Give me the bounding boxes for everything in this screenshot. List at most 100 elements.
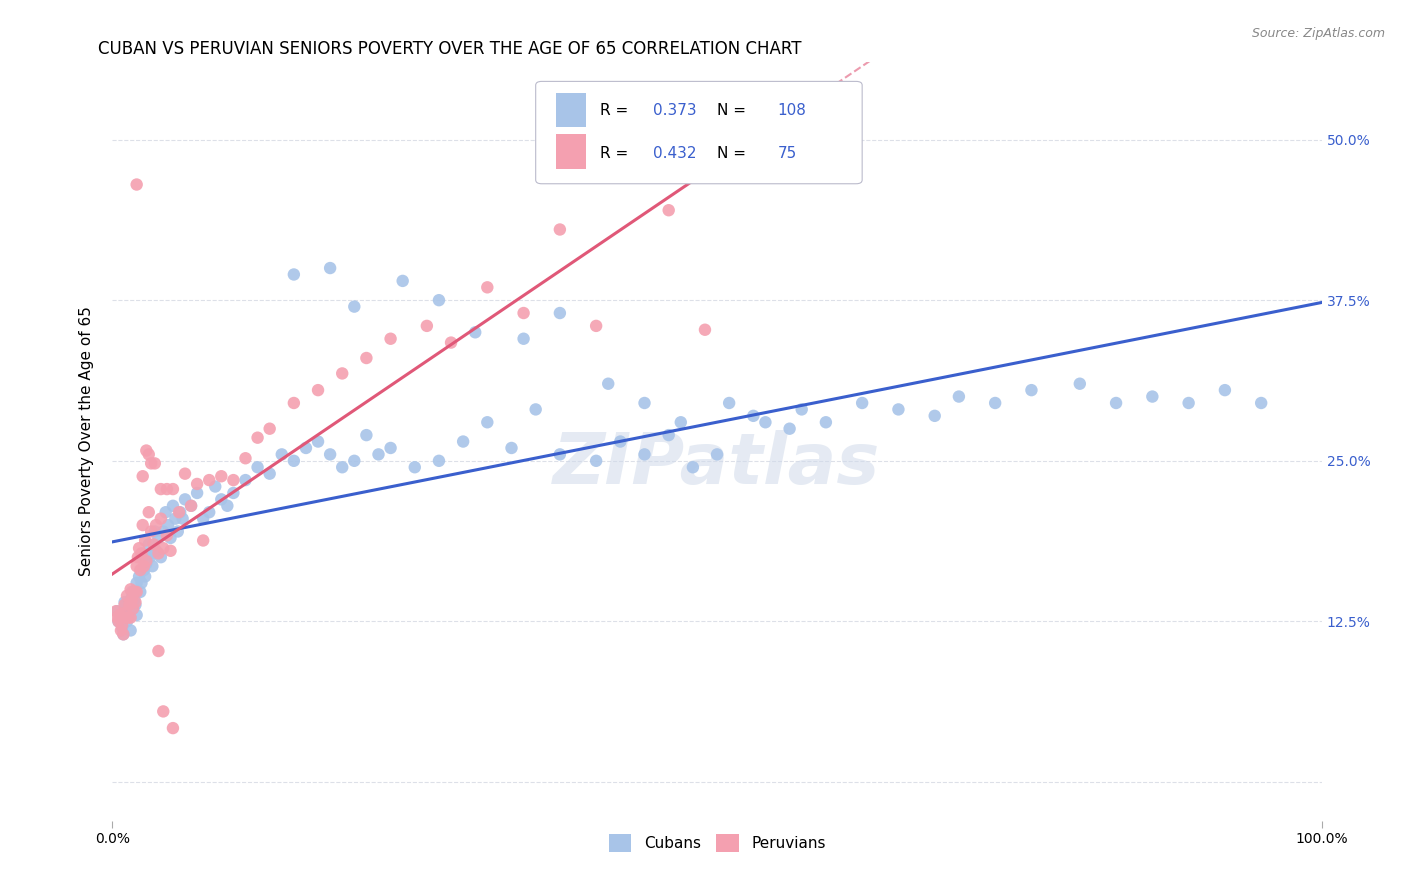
Point <box>139 550 162 565</box>
Point <box>706 447 728 461</box>
Point <box>477 415 499 429</box>
Point <box>121 585 143 599</box>
Point <box>107 615 129 629</box>
Point <box>105 604 128 618</box>
Point <box>217 499 239 513</box>
Point <box>548 447 571 461</box>
Point <box>141 546 163 560</box>
Point <box>658 203 681 218</box>
Point <box>148 531 170 545</box>
Point <box>330 460 353 475</box>
Point <box>330 367 353 381</box>
Point <box>125 178 148 192</box>
Point <box>120 624 142 638</box>
Point <box>128 541 150 556</box>
Point <box>169 505 191 519</box>
Point <box>524 402 547 417</box>
Point <box>222 473 245 487</box>
Point <box>114 606 136 620</box>
Text: Source: ZipAtlas.com: Source: ZipAtlas.com <box>1251 27 1385 40</box>
Point <box>143 524 166 539</box>
Point <box>464 326 486 340</box>
Point <box>295 441 318 455</box>
Point <box>149 550 172 565</box>
Point <box>115 615 138 629</box>
Point <box>152 705 174 719</box>
Point <box>319 261 342 276</box>
Point <box>120 610 142 624</box>
Point <box>108 610 131 624</box>
Point <box>145 543 167 558</box>
Point <box>682 460 704 475</box>
Point <box>501 441 523 455</box>
Point <box>887 402 910 417</box>
Point <box>1142 390 1164 404</box>
Point <box>156 528 179 542</box>
Y-axis label: Seniors Poverty Over the Age of 65: Seniors Poverty Over the Age of 65 <box>79 307 94 576</box>
Point <box>120 592 142 607</box>
Point <box>112 627 135 641</box>
Point <box>138 505 160 519</box>
Point <box>152 541 174 556</box>
Point <box>134 533 156 548</box>
Point <box>180 499 202 513</box>
Point <box>259 467 281 481</box>
Point <box>124 595 146 609</box>
Point <box>440 335 463 350</box>
Point <box>754 415 776 429</box>
Point <box>380 332 402 346</box>
Point <box>356 428 378 442</box>
Point <box>122 601 145 615</box>
Point <box>128 569 150 583</box>
Point <box>142 537 165 551</box>
Point <box>129 563 152 577</box>
Point <box>172 511 194 525</box>
Point <box>948 390 970 404</box>
Point <box>114 610 136 624</box>
Point <box>512 306 534 320</box>
Legend: Cubans, Peruvians: Cubans, Peruvians <box>602 828 832 858</box>
Point <box>718 396 741 410</box>
Point <box>121 592 143 607</box>
Point <box>246 431 269 445</box>
Point <box>270 447 292 461</box>
Point <box>984 396 1007 410</box>
Point <box>851 396 873 410</box>
Text: R =: R = <box>600 103 633 118</box>
Point <box>132 563 155 577</box>
Point <box>120 582 142 597</box>
Point <box>191 511 214 525</box>
Point <box>1069 376 1091 391</box>
Point <box>135 443 157 458</box>
Point <box>117 607 139 622</box>
Point <box>131 546 153 560</box>
Point <box>380 441 402 455</box>
Point <box>198 473 221 487</box>
Text: 108: 108 <box>778 103 807 118</box>
Point <box>259 422 281 436</box>
Point <box>132 469 155 483</box>
Point <box>598 376 620 391</box>
Point <box>134 569 156 583</box>
Point <box>114 606 136 620</box>
Point <box>356 351 378 365</box>
Point <box>125 559 148 574</box>
Point <box>235 451 257 466</box>
Point <box>143 456 166 470</box>
Point <box>162 721 184 735</box>
Text: R =: R = <box>600 146 633 161</box>
Point <box>162 499 184 513</box>
Text: 75: 75 <box>778 146 797 161</box>
Point <box>222 486 245 500</box>
Bar <box>557 135 586 169</box>
Point <box>122 601 145 615</box>
Point <box>114 598 136 612</box>
Point <box>129 585 152 599</box>
Point <box>124 598 146 612</box>
Point <box>512 332 534 346</box>
Point <box>114 598 136 612</box>
Point <box>111 621 134 635</box>
Point <box>307 383 329 397</box>
Point <box>167 505 190 519</box>
Point <box>391 274 413 288</box>
